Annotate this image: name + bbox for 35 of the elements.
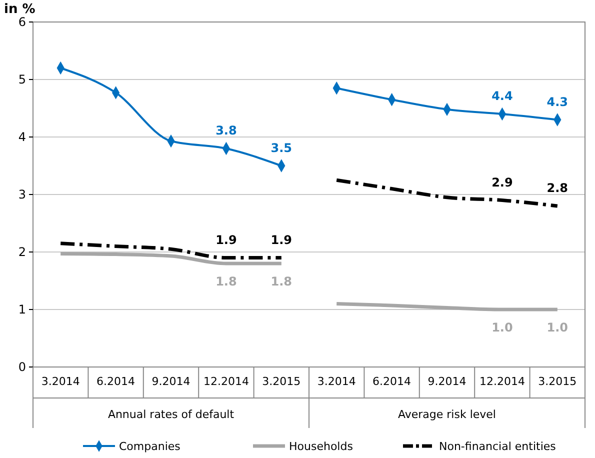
x-tick-label: 6.2014: [96, 374, 136, 388]
data-label: 3.8: [216, 124, 237, 138]
data-label: 1.9: [216, 232, 237, 247]
x-tick-label: 9.2014: [152, 374, 190, 388]
y-tick-label: 5: [18, 72, 26, 86]
data-label: 1.8: [216, 274, 237, 288]
data-label: 1.8: [270, 274, 292, 288]
y-tick-label: 2: [18, 244, 26, 259]
x-tick-label: 9.2014: [428, 374, 466, 388]
y-axis-title: in %: [4, 2, 36, 17]
x-tick-label: 3.2014: [41, 374, 80, 388]
y-tick-label: 6: [18, 14, 26, 29]
x-tick-label: 3.2014: [317, 374, 356, 388]
text: Annual rates of default: [108, 408, 235, 421]
text: Average risk level: [398, 408, 496, 421]
data-label: 2.9: [492, 175, 513, 190]
data-label: 1.0: [546, 320, 568, 334]
data-label: 1.9: [270, 232, 292, 247]
y-tick-label: 4: [18, 130, 26, 144]
y-tick-label: 1: [18, 302, 26, 316]
data-label: 2.8: [546, 181, 568, 195]
legend-label: Non-financial entities: [439, 440, 556, 453]
x-tick-label: 3.2015: [262, 374, 301, 388]
data-label: 1.0: [492, 320, 513, 334]
y-tick-label: 3: [18, 187, 26, 202]
data-label: 3.5: [270, 140, 292, 155]
data-label: 4.3: [546, 94, 568, 109]
y-tick-label: 0: [18, 360, 26, 374]
legend-label: Households: [289, 440, 354, 453]
x-tick-label: 12.2014: [479, 374, 525, 388]
legend-label: Companies: [119, 440, 181, 453]
x-tick-label: 3.2015: [538, 374, 577, 388]
x-tick-label: 12.2014: [203, 374, 249, 388]
data-label: 4.4: [492, 89, 513, 103]
x-tick-label: 6.2014: [372, 374, 412, 388]
